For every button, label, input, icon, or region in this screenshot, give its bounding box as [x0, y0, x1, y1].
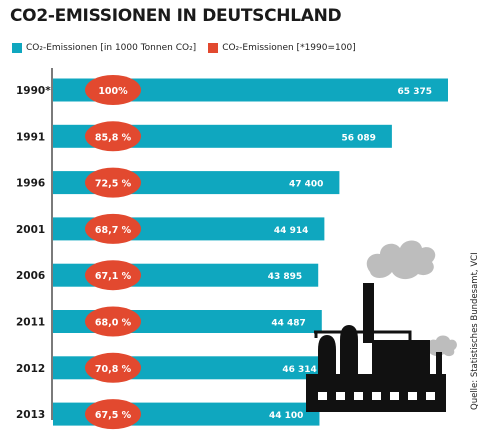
- chart-title: CO2-EMISSIONEN IN DEUTSCHLAND: [10, 6, 342, 26]
- value-label: 65 375: [398, 87, 432, 97]
- legend-label-percent: CO₂-Emissionen [*1990=100]: [222, 43, 356, 53]
- value-label: 56 089: [341, 133, 375, 143]
- percent-label: 85,8 %: [95, 132, 132, 143]
- percent-label: 68,7 %: [95, 225, 132, 236]
- category-label: 2013: [16, 409, 45, 421]
- legend-entry-percent: CO₂-Emissionen [*1990=100]: [208, 43, 356, 53]
- percent-label: 100%: [98, 86, 128, 97]
- source-note: Quelle: Statistisches Bundesamt, VCI: [470, 252, 480, 410]
- percent-badge: [85, 352, 141, 383]
- percent-badge: [85, 399, 141, 430]
- percent-badge: [85, 121, 141, 152]
- percent-badge: [85, 167, 141, 198]
- percent-label: 70,8 %: [95, 364, 132, 375]
- bar: [53, 78, 448, 102]
- legend: CO₂-Emissionen [in 1000 Tonnen CO₂] CO₂-…: [12, 40, 368, 56]
- category-label: 2011: [16, 317, 45, 329]
- category-label: 1990*: [16, 85, 51, 97]
- percent-badge: [85, 75, 141, 105]
- value-label: 43 895: [268, 272, 302, 282]
- value-label: 44 487: [271, 319, 305, 329]
- legend-label-absolute: CO₂-Emissionen [in 1000 Tonnen CO₂]: [26, 43, 197, 53]
- percent-badge: [85, 306, 141, 337]
- percent-label: 67,5 %: [95, 410, 132, 421]
- category-label: 2001: [16, 224, 45, 236]
- legend-swatch-percent: [208, 43, 219, 53]
- legend-swatch-absolute: [12, 43, 22, 53]
- percent-label: 72,5 %: [95, 179, 132, 190]
- category-label: 1991: [16, 131, 45, 143]
- factory-icon: [306, 240, 457, 412]
- legend-entry-absolute: CO₂-Emissionen [in 1000 Tonnen CO₂]: [12, 43, 196, 53]
- category-label: 2012: [16, 363, 45, 375]
- percent-badge: [85, 260, 141, 291]
- percent-label: 68,0 %: [95, 318, 132, 329]
- value-label: 47 400: [289, 180, 323, 190]
- value-label: 46 314: [282, 365, 316, 375]
- category-label: 2006: [16, 270, 45, 282]
- percent-badge: [85, 213, 141, 244]
- value-label: 44 100: [269, 411, 303, 421]
- percent-label: 67,1 %: [95, 271, 132, 282]
- category-label: 1996: [16, 178, 45, 190]
- value-label: 44 914: [274, 226, 308, 236]
